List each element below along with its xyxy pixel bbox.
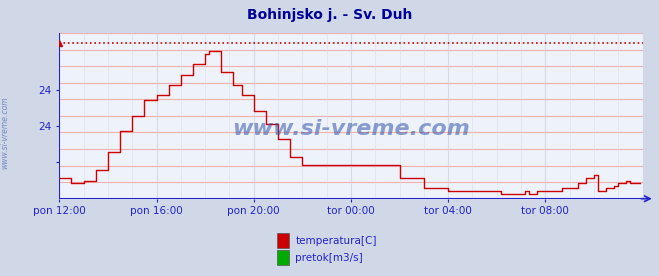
Text: Bohinjsko j. - Sv. Duh: Bohinjsko j. - Sv. Duh [247, 8, 412, 22]
Text: www.si-vreme.com: www.si-vreme.com [232, 119, 470, 139]
Text: www.si-vreme.com: www.si-vreme.com [1, 96, 10, 169]
Text: temperatura[C]: temperatura[C] [295, 236, 377, 246]
Text: pretok[m3/s]: pretok[m3/s] [295, 253, 363, 263]
